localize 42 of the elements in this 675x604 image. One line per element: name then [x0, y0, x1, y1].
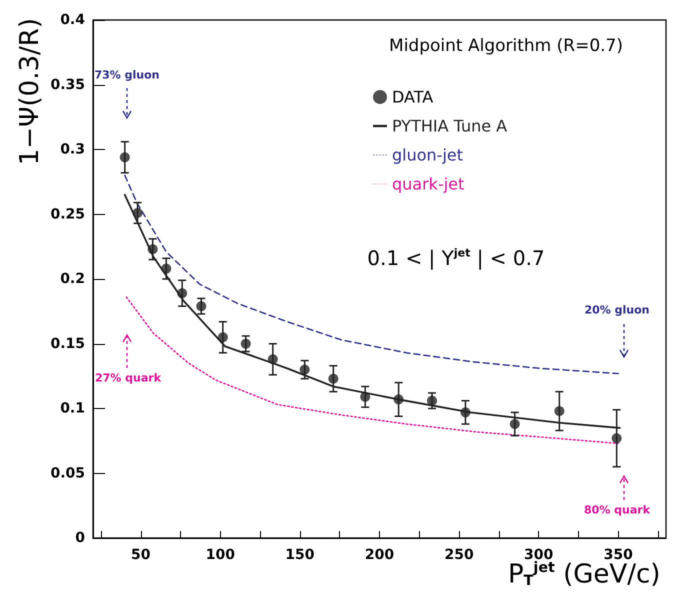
point	[510, 419, 520, 430]
x-tick-label: 200	[364, 547, 394, 563]
point	[132, 208, 143, 218]
annotation: Midpoint Algorithm (R=0.7)	[389, 36, 623, 56]
point	[612, 433, 622, 444]
point	[218, 332, 228, 342]
legend-label: DATA	[392, 88, 434, 106]
y-tick-label: 0.35	[50, 76, 85, 93]
point	[177, 288, 188, 298]
y-tick-label: 0	[75, 530, 86, 546]
point	[300, 364, 310, 375]
annotation: 73% gluon	[94, 68, 160, 82]
x-tick-label: 50	[131, 547, 151, 563]
point	[240, 338, 251, 349]
y-axis-title: 1−Ψ(0.3/R)	[15, 18, 45, 166]
point	[161, 264, 172, 274]
point	[460, 407, 470, 418]
point	[120, 152, 130, 162]
annotation: 80% quark	[584, 504, 651, 516]
legend-label: gluon-jet	[392, 146, 464, 164]
legend-label: PYTHIA Tune A	[392, 116, 508, 136]
y-tick-label: 0.2	[60, 271, 85, 287]
x-tick-label: 250	[444, 547, 474, 563]
point	[394, 394, 404, 404]
legend-label: quark-jet	[392, 174, 464, 194]
point	[148, 244, 158, 254]
point	[196, 301, 206, 312]
point	[360, 392, 370, 402]
y-tick-label: 0.3	[60, 142, 85, 158]
y-tick-label: 0.15	[50, 336, 85, 352]
point	[268, 354, 278, 364]
y-tick-label: 0.25	[50, 206, 85, 222]
x-tick-label: 100	[206, 547, 236, 563]
annotation: 20% gluon	[584, 304, 650, 316]
point	[328, 374, 338, 384]
x-tick-label: 150	[285, 547, 315, 563]
point	[554, 406, 564, 416]
y-tick-label: 0.4	[60, 12, 86, 28]
y-tick-label: 0.05	[50, 465, 85, 482]
y-tick-label: 0.1	[60, 400, 85, 416]
point	[427, 396, 438, 406]
annotation: 27% quark	[94, 372, 162, 384]
